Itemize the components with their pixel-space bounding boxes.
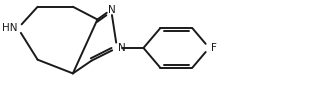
Text: N: N: [108, 5, 116, 15]
Text: F: F: [211, 43, 217, 53]
Text: N: N: [118, 43, 126, 53]
Text: HN: HN: [2, 23, 17, 33]
